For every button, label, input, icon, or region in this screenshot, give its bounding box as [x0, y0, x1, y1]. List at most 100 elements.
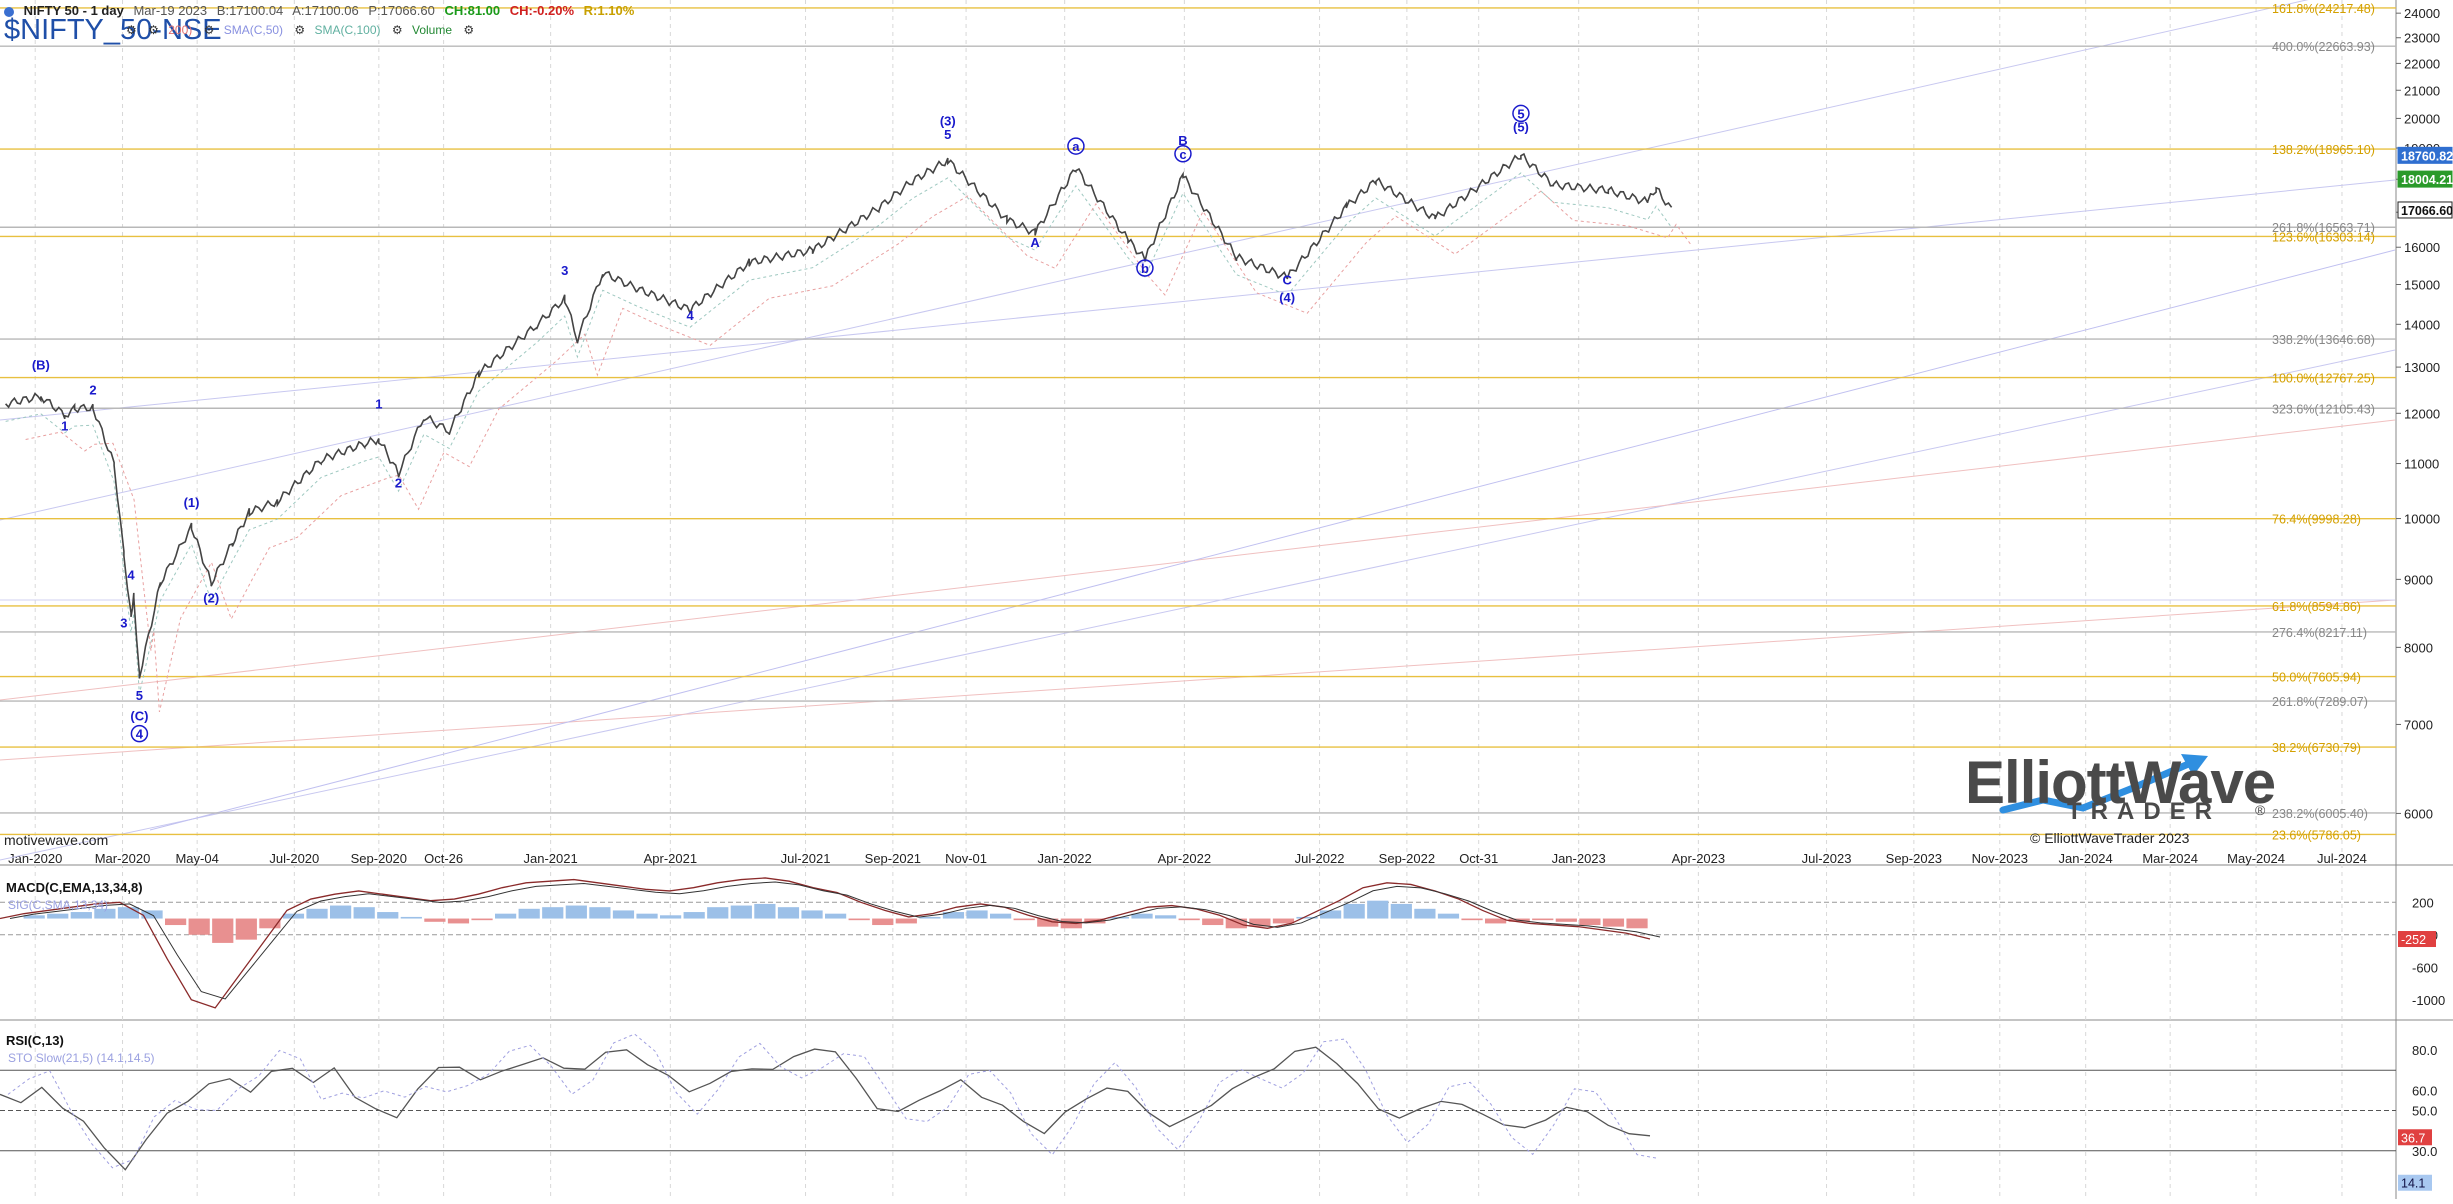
gear-icon[interactable]: ⚙ [294, 23, 306, 37]
fib-label: 61.8%(8594.86) [2272, 600, 2361, 614]
y-tick-label: 22000 [2404, 56, 2440, 71]
macd-hist-bar [777, 907, 800, 919]
legend-volume[interactable]: Volume [411, 23, 453, 37]
price-tag-label: 18760.82 [2401, 149, 2453, 163]
fib-label: 76.4%(9998.28) [2272, 513, 2361, 527]
macd-hist-bar [1414, 908, 1436, 919]
wave-label: 5 [136, 688, 143, 703]
macd-hist-bar [1037, 918, 1059, 927]
y-tick-label: 9000 [2404, 572, 2433, 587]
macd-hist-bar [895, 918, 917, 924]
date-label: Mar-19 2023 [133, 3, 208, 18]
macd-y-label: -600 [2412, 960, 2438, 975]
x-tick-label: Sep-2022 [1379, 851, 1435, 866]
wave-label: (B) [32, 357, 50, 372]
rsi-line [0, 1046, 1651, 1171]
sto-line [7, 1033, 1659, 1169]
macd-hist-bar [424, 918, 446, 922]
sto-value-tag [2398, 1174, 2432, 1191]
legend-bar: ⚙ ⚙ 200) ⚙ SMA(C,50) ⚙ SMA(C,100) ⚙ Volu… [124, 23, 1124, 45]
gear-icon[interactable]: ⚙ [463, 23, 475, 37]
price-tag [2397, 170, 2453, 188]
macd-hist-bar [23, 915, 45, 919]
x-tick-label: May-04 [175, 851, 218, 866]
rsi-y-label: 80.0 [2412, 1043, 2437, 1058]
wave-circle [1136, 259, 1154, 277]
y-tick-label: 20000 [2404, 111, 2440, 126]
wave-label: 5 [1517, 106, 1524, 121]
macd-hist-bar [447, 918, 470, 924]
price-label: P:17066.60 [368, 3, 435, 18]
macd-hist-bar [1178, 918, 1200, 921]
fib-label: 400.0%(22663.93) [2272, 40, 2375, 54]
macd-hist-bar [660, 915, 682, 919]
wave-circle [1067, 137, 1085, 155]
x-tick-label: Jul-2024 [2317, 851, 2367, 866]
macd-hist-bar [1461, 918, 1483, 921]
x-tick-label: Mar-2020 [95, 851, 151, 866]
elliottwave-logo: ElliottWave TRADER ® [1963, 748, 2283, 838]
x-tick-label: Jan-2024 [2059, 851, 2113, 866]
y-tick-label: 16000 [2404, 240, 2440, 255]
gear-icon[interactable]: ⚙ [126, 23, 137, 37]
macd-hist-bar [259, 918, 281, 929]
fib-label: 338.2%(13646.68) [2272, 333, 2375, 347]
trendline [0, 0, 2309, 521]
x-tick-label: Oct-31 [1459, 851, 1498, 866]
wave-label: (3) [940, 114, 956, 129]
wave-label: 4 [686, 308, 694, 323]
wave-label: 3 [120, 616, 127, 631]
trendline [0, 599, 2396, 761]
macd-hist-bar [1296, 916, 1318, 919]
macd-hist-bar [1367, 900, 1389, 919]
fib-label: 23.6%(5786.05) [2272, 828, 2361, 842]
change-pct-label: CH:-0.20% [509, 3, 575, 18]
logo-mark: ® [2255, 802, 2266, 818]
x-tick-label: Jan-2021 [524, 851, 578, 866]
change-label: CH:81.00 [444, 3, 501, 18]
macd-hist-bar [1485, 918, 1507, 924]
x-tick-label: Sep-2020 [351, 851, 407, 866]
gear-icon[interactable]: ⚙ [203, 23, 215, 37]
macd-hist-bar [801, 910, 823, 919]
macd-hist-bar [188, 918, 210, 935]
wave-label: a [1072, 139, 1080, 154]
gear-icon[interactable]: ⚙ [391, 23, 403, 37]
macd-hist-bar [1555, 918, 1577, 922]
macd-hist-bar [400, 916, 422, 919]
macd-hist-bar [165, 918, 187, 926]
macd-title: MACD(C,EMA,13,34,8) [6, 880, 143, 895]
macd-hist-bar [1390, 903, 1412, 919]
legend-sma50[interactable]: SMA(C,50) [223, 23, 284, 37]
macd-hist-bar [1626, 918, 1648, 929]
x-tick-label: Apr-2023 [1672, 851, 1725, 866]
wave-label: (1) [184, 495, 200, 510]
gear-icon[interactable]: ⚙ [148, 23, 159, 37]
sto-value-label: 14.1 [2401, 1177, 2425, 1191]
macd-hist-bar [235, 918, 257, 940]
fib-label: 138.2%(18965.10) [2272, 143, 2375, 157]
y-tick-label: 23000 [2404, 31, 2440, 46]
y-tick-label: 21000 [2404, 83, 2440, 98]
macd-hist-bar [330, 905, 352, 919]
wave-label: 3 [561, 263, 568, 278]
copyright-text: © ElliottWaveTrader 2023 [2030, 830, 2190, 846]
wave-label: (2) [203, 590, 219, 605]
legend-sma100[interactable]: SMA(C,100) [314, 23, 381, 37]
macd-hist-bar [942, 912, 965, 919]
macd-hist-bar [117, 907, 140, 919]
x-tick-label: Mar-2024 [2142, 851, 2198, 866]
fib-label: 238.2%(6005.40) [2272, 807, 2368, 821]
fib-label: 261.8%(16563.71) [2272, 221, 2375, 235]
macd-hist-bar [70, 912, 92, 919]
macd-subtitle: SIG(C,SMA,13,34) [8, 898, 109, 912]
fib-label: 276.4%(8217.11) [2272, 626, 2367, 640]
macd-hist-bar [707, 907, 729, 919]
y-tick-label: 10000 [2404, 512, 2440, 527]
x-tick-label: Nov-2023 [1972, 851, 2028, 866]
macd-signal-line [9, 881, 1661, 1000]
wave-label: 4 [136, 727, 144, 742]
wave-label: b [1141, 261, 1149, 276]
macd-hist-bar [1320, 910, 1342, 919]
trendline [149, 249, 2396, 831]
